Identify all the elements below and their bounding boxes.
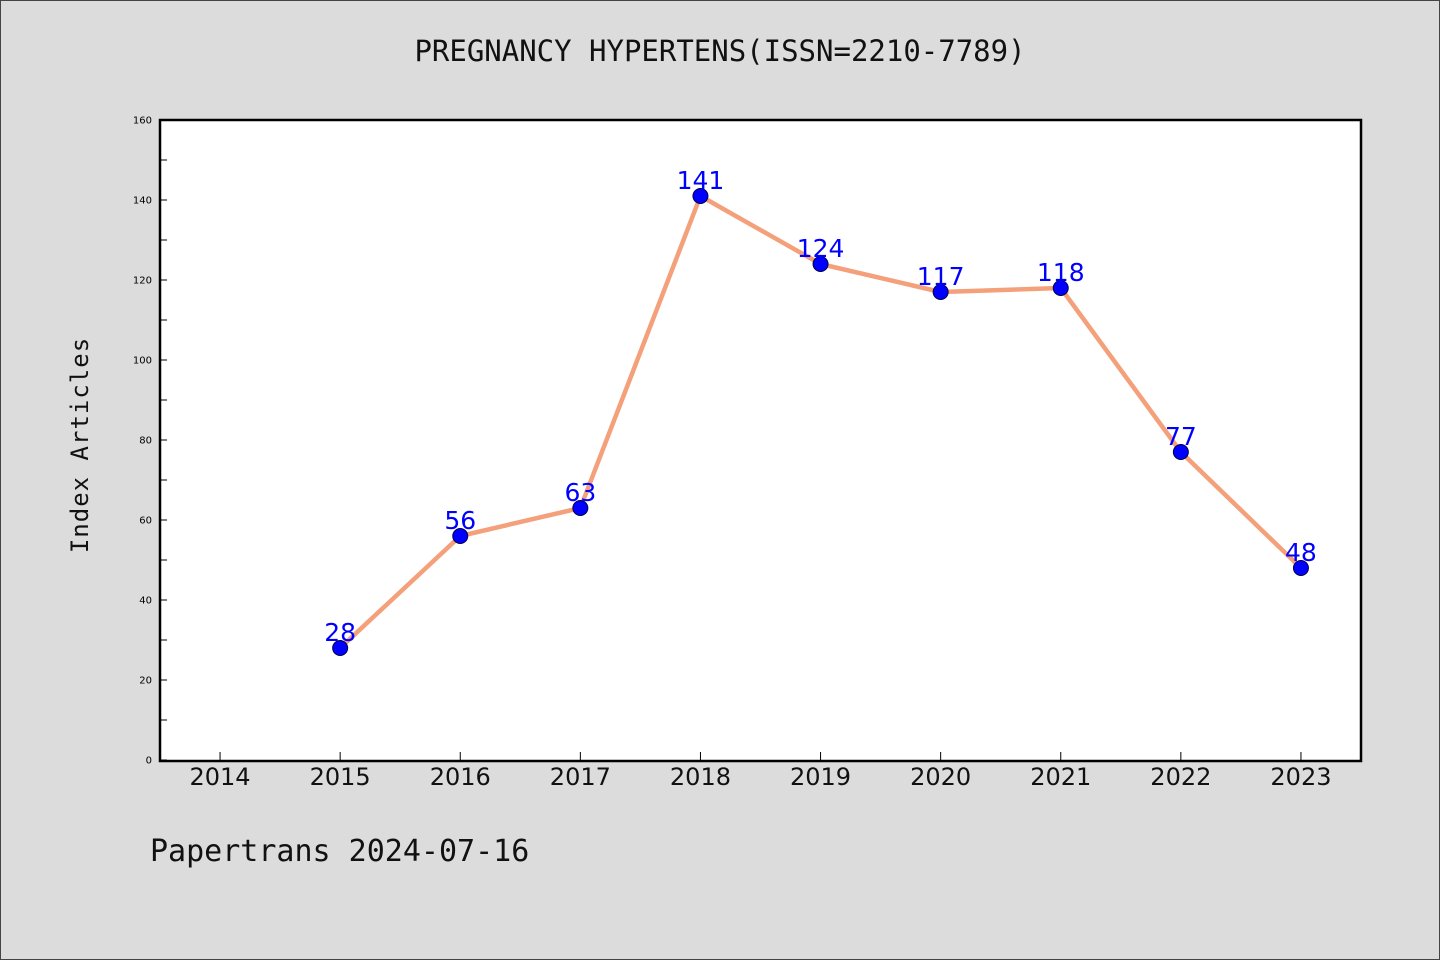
x-tick-label: 2014	[190, 763, 251, 791]
data-label: 77	[1165, 422, 1197, 451]
data-point	[1172, 444, 1189, 460]
y-tick-label: 80	[139, 436, 152, 447]
data-point	[1052, 280, 1069, 296]
footer-text: Papertrans 2024-07-16	[150, 834, 530, 869]
plot-border	[158, 118, 1363, 763]
y-tick-label: 100	[133, 356, 152, 367]
x-tick-label: 2017	[550, 763, 611, 791]
data-point	[1292, 560, 1309, 576]
data-point	[452, 528, 469, 544]
x-tick-label: 2019	[790, 763, 851, 791]
x-tick-label: 2018	[670, 763, 731, 791]
data-label: 28	[324, 618, 356, 647]
x-tick-label: 2020	[910, 763, 971, 791]
data-point	[692, 188, 709, 204]
data-label: 56	[444, 506, 476, 535]
data-label: 48	[1285, 538, 1317, 567]
y-tick-label: 20	[139, 676, 152, 687]
x-tick-label: 2022	[1150, 763, 1211, 791]
y-tick-label: 160	[133, 116, 152, 127]
x-tick-label: 2016	[430, 763, 491, 791]
series-layer: 28 56 63 141 124 117 118 77 48	[324, 166, 1317, 656]
data-label: 118	[1037, 258, 1085, 287]
x-axis: 2014 2015 2016 2017 2018 2019 2020 2021 2022 2023	[190, 752, 1331, 791]
data-label: 117	[917, 262, 965, 291]
chart-title: PREGNANCY HYPERTENS(ISSN=2210-7789)	[414, 34, 1026, 68]
data-point	[332, 640, 349, 656]
x-tick-label: 2021	[1030, 763, 1091, 791]
data-point	[932, 284, 949, 300]
x-tick-label: 2015	[310, 763, 371, 791]
data-label: 141	[677, 166, 725, 195]
data-label: 124	[797, 234, 845, 263]
y-tick-label: 60	[139, 516, 152, 527]
x-tick-label: 2023	[1270, 763, 1331, 791]
data-point	[812, 256, 829, 272]
y-tick-label: 40	[139, 596, 152, 607]
data-label: 63	[564, 478, 596, 507]
y-tick-label: 0	[146, 756, 152, 767]
y-tick-label: 140	[133, 196, 152, 207]
data-point	[572, 500, 589, 516]
plot-area	[160, 120, 1361, 761]
y-tick-label: 120	[133, 276, 152, 287]
